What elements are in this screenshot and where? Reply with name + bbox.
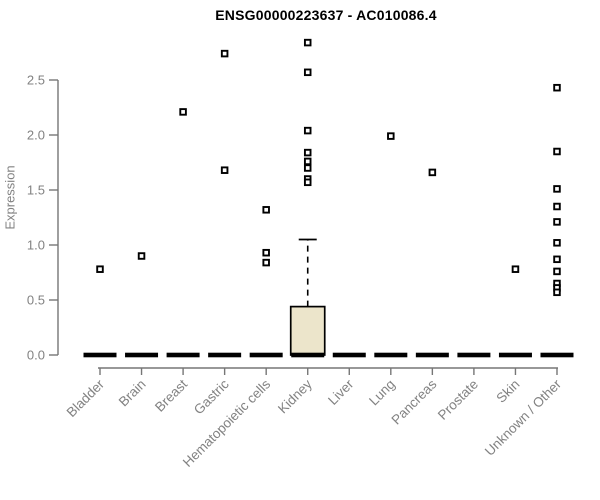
median-bar <box>374 352 408 358</box>
outlier-point <box>553 255 561 264</box>
x-tick-label: Unknown / Other <box>482 376 565 459</box>
median-bar <box>415 352 449 358</box>
outlier-point <box>553 239 561 247</box>
y-tick-label: 1.0 <box>27 238 45 253</box>
outlier-point <box>303 68 312 77</box>
median-bar <box>208 352 242 358</box>
x-tick-label: Gastric <box>191 376 232 417</box>
median-bar <box>457 352 491 358</box>
x-tick-label: Pancreas <box>389 376 440 427</box>
outlier-point <box>303 148 312 157</box>
y-tick-label: 0.5 <box>27 293 45 308</box>
chart-title: ENSG00000223637 - AC010086.4 <box>215 7 437 23</box>
x-tick-label: Breast <box>152 376 190 414</box>
x-tick-label: Lung <box>366 377 398 409</box>
outlier-point <box>553 267 561 276</box>
x-tick-label: Prostate <box>435 377 481 423</box>
median-bar <box>332 352 366 358</box>
outlier-point <box>303 157 312 166</box>
median-bar <box>249 352 283 358</box>
outlier-point <box>262 206 270 214</box>
outlier-point <box>262 258 270 267</box>
outlier-point <box>553 83 561 92</box>
y-tick-label: 0.0 <box>27 348 45 363</box>
outlier-point <box>137 252 146 260</box>
outlier-point <box>179 108 187 116</box>
box <box>289 305 326 356</box>
x-tick-label: Skin <box>493 377 522 406</box>
outlier-point <box>553 202 561 211</box>
median-bar <box>540 352 574 358</box>
outlier-point <box>553 218 561 226</box>
outlier-point <box>511 265 520 273</box>
median-bar <box>291 352 325 358</box>
x-tick-label: Kidney <box>275 376 315 416</box>
y-tick-label: 1.5 <box>27 183 45 198</box>
median-bar <box>125 352 159 358</box>
outlier-point <box>303 126 312 135</box>
outlier-point <box>553 147 561 156</box>
median-bar <box>498 352 532 358</box>
outlier-point <box>220 166 229 174</box>
median-bar <box>83 352 117 358</box>
median-bar <box>166 352 200 358</box>
outlier-point <box>553 185 561 193</box>
outlier-point <box>96 265 104 273</box>
outlier-point <box>428 168 437 177</box>
outlier-point <box>387 132 395 140</box>
outlier-point <box>303 164 312 172</box>
x-tick-label: Brain <box>116 377 149 410</box>
outlier-point <box>553 288 561 297</box>
y-tick-label: 2.0 <box>27 128 45 143</box>
x-tick-label: Bladder <box>64 376 108 420</box>
outlier-point <box>303 38 312 47</box>
outlier-point <box>303 178 312 187</box>
x-tick-label: Liver <box>325 376 357 408</box>
outlier-point <box>262 248 270 257</box>
y-tick-label: 2.5 <box>27 73 45 88</box>
outlier-point <box>220 49 229 58</box>
